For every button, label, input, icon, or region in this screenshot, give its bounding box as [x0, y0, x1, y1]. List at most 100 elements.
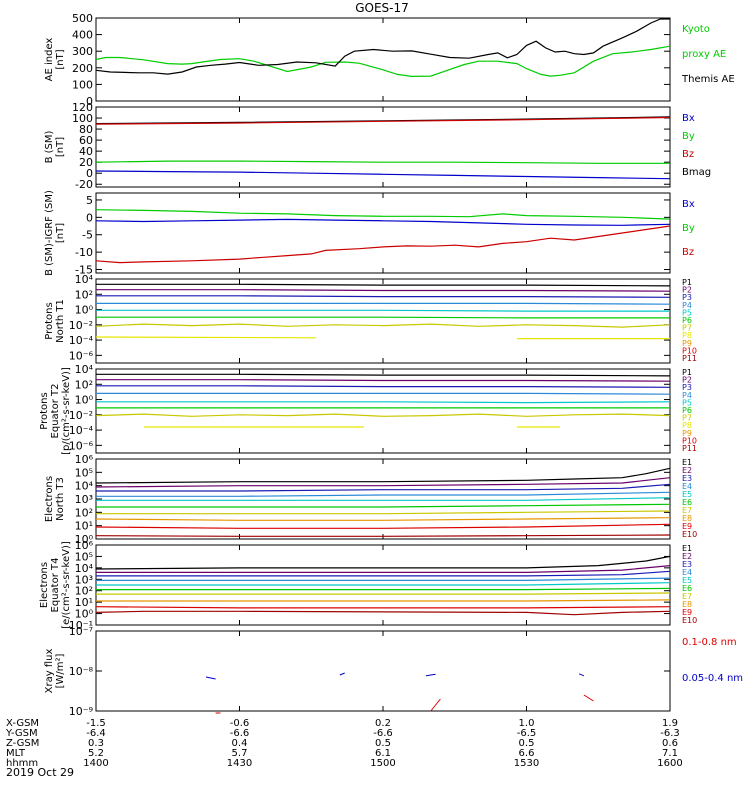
panel-2-ylabel: [nT]	[55, 137, 66, 157]
series-e1-line	[95, 467, 671, 484]
panel-5-legend-entry: P5	[682, 398, 692, 407]
xaxis-row-value: 1.9	[662, 718, 678, 729]
series-kyoto-proxy-ae-line	[95, 45, 671, 78]
panel-7-ylabel: Electrons	[39, 562, 50, 608]
panel-5-legend-entry: P10	[682, 436, 697, 445]
panel-7-ytick-label: 10⁻¹	[69, 619, 93, 632]
panel-4-legend-entry: P1	[682, 278, 692, 287]
xaxis-row-value: 0.5	[375, 738, 391, 749]
panel-8-legend-entry: 0.05-0.4 nm	[682, 673, 743, 684]
panel-8-frame	[95, 630, 671, 712]
panel-8-ylabel: Xray flux	[44, 649, 55, 694]
panel-3-legend-entry: Bz	[682, 247, 694, 258]
series-by-line	[95, 209, 671, 220]
series-e9-line	[95, 606, 671, 609]
panel-4-legend-entry: P9	[682, 339, 692, 348]
panel-6-ytick-label: 10⁵	[75, 466, 93, 479]
series-bz-line	[95, 225, 671, 264]
xaxis-row-value: -6.6	[230, 728, 250, 739]
panel-6-ytick-label: 10⁰	[75, 533, 94, 546]
xaxis-row-value: -6.3	[660, 728, 680, 739]
xaxis-row-value: 1430	[227, 758, 252, 769]
panel-4-legend-entry: P7	[682, 324, 692, 333]
series-e7-line	[96, 592, 671, 595]
xaxis-row-label: X-GSM	[6, 718, 39, 729]
panel-4-legend-entry: P5	[682, 308, 692, 317]
series-p5-line	[96, 309, 670, 312]
series-e3-line	[96, 570, 671, 577]
series-e8-line	[96, 599, 671, 602]
panel-4-ytick-label: 10⁰	[75, 304, 94, 317]
panel-5-ytick-label: 10⁻⁶	[69, 439, 94, 452]
panel-4-ytick-label: 10⁻⁴	[69, 334, 94, 347]
panel-1-ytick-label: 200	[72, 62, 93, 75]
series-e10-line	[95, 534, 671, 537]
series-p3-line	[96, 295, 671, 298]
xray-mark-0-05-0-4-nm	[578, 673, 585, 677]
panel-8-ytick-label: 10⁻⁷	[69, 625, 93, 638]
panel-2-legend-entry: Bz	[682, 149, 694, 160]
panel-1-ytick-label: 500	[72, 12, 93, 25]
panel-6-legend-entry: E2	[682, 466, 692, 475]
panel-4-legend-entry: P11	[682, 354, 697, 363]
panel-7-ytick-label: 10³	[75, 573, 93, 586]
panel-1-legend-entry: proxy AE	[682, 49, 726, 60]
panel-2-ytick-label: 0	[86, 167, 93, 180]
panel-7-ytick-label: 10¹	[75, 596, 93, 609]
panel-4-ytick-label: 10⁻⁶	[69, 349, 94, 362]
panel-7-legend-entry: E9	[682, 608, 692, 617]
series-e2-line	[95, 477, 671, 488]
date-label: 2019 Oct 29	[6, 766, 74, 779]
xaxis-row-value: 1400	[83, 758, 108, 769]
panel-5-legend-entry: P1	[682, 368, 692, 377]
series-e6-line	[96, 503, 671, 508]
panel-7-legend-entry: E6	[682, 584, 692, 593]
xray-mark-0-1-0-8-nm	[583, 694, 594, 702]
xray-mark-0-1-0-8-nm	[430, 698, 441, 712]
xaxis-row-label: MLT	[6, 748, 26, 759]
panel-5-ytick-label: 10⁻²	[69, 409, 93, 422]
xaxis-row-value: 5.7	[232, 748, 248, 759]
xaxis-row-value: 6.1	[375, 748, 391, 759]
series-e8-line	[95, 517, 671, 521]
panel-3-legend-entry: By	[682, 223, 695, 234]
series-bmag-line	[95, 116, 671, 125]
series-p5-line	[96, 401, 671, 404]
panel-3-legend-entry: Bx	[682, 199, 695, 210]
series-e10-line	[95, 610, 671, 616]
panel-2-ylabel: B (SM)	[44, 130, 55, 163]
panel-5-ylabel: Equator T2	[50, 384, 61, 439]
panel-7-legend-entry: E3	[682, 560, 692, 569]
series-p7-line	[95, 413, 671, 417]
xaxis-row-value: -6.6	[373, 728, 393, 739]
panel-7-ytick-label: 10²	[75, 585, 93, 598]
panel-5-legend-entry: P9	[682, 429, 692, 438]
panel-7-ylabel: [e/(cm²-s-sr-keV)]	[61, 541, 72, 629]
series-p1-line	[96, 283, 671, 287]
series-p4-line	[96, 392, 671, 395]
xaxis-row-value: 1600	[657, 758, 682, 769]
panel-2-legend-entry: By	[682, 131, 695, 142]
panel-3-ytick-label: 5	[86, 194, 93, 207]
xaxis-row-value: 0.6	[662, 738, 678, 749]
panel-3-ytick-label: -5	[82, 229, 93, 242]
panel-5-ytick-label: 10²	[75, 378, 93, 391]
panel-7-ytick-label: 10⁶	[75, 539, 94, 552]
series-p1-line	[96, 373, 671, 377]
panel-4-legend-entry: P2	[682, 286, 692, 295]
panel-5-legend-entry: P4	[682, 391, 692, 400]
panel-5-ytick-label: 10⁰	[75, 394, 94, 407]
panel-2-ytick-label: 120	[72, 101, 93, 114]
panel-5-legend-entry: P7	[682, 414, 692, 423]
panel-1-ylabel: AE index	[44, 38, 55, 82]
panel-1-frame	[95, 17, 671, 102]
panel-5-frame	[95, 368, 671, 454]
series-p4-line	[96, 302, 671, 305]
panel-6-legend-entry: E10	[682, 530, 697, 539]
panel-7-legend-entry: E8	[682, 600, 692, 609]
panel-6-legend-entry: E8	[682, 514, 692, 523]
panel-2-legend-entry: Bx	[682, 113, 695, 124]
series-e5-line	[96, 582, 671, 586]
panel-4-legend-entry: P6	[682, 316, 692, 325]
series-e3-line	[96, 483, 671, 492]
